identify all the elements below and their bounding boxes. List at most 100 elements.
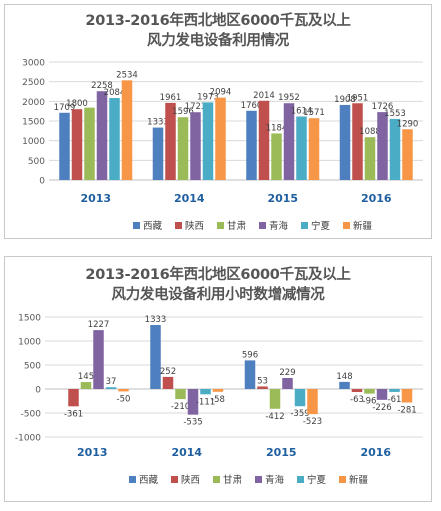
bar-2016-甘肃 [364,389,375,394]
bar-2013-青海 [93,330,104,389]
legend-swatch [259,222,266,229]
legend-swatch [133,222,140,229]
bar-2015-青海 [282,378,293,389]
data-label: -50 [117,394,131,404]
data-label: 596 [242,350,258,360]
bar-2015-宁夏 [296,116,307,180]
bar-2013-新疆 [118,389,129,392]
data-label: 1184 [266,123,288,133]
data-label: -96 [363,397,377,407]
y-tick-label: 0 [35,386,41,396]
bar-2014-陕西 [162,376,174,389]
data-label: 1908 [334,95,356,105]
data-label: 2534 [116,70,138,80]
data-label: 1760 [241,101,263,111]
y-tick-label: -1000 [15,434,41,444]
legend-swatch [301,222,308,229]
bar-2014-新疆 [215,97,226,180]
bar-2015-甘肃 [271,133,282,180]
chart-title-line1: 2013-2016年西北地区6000千瓦及以上 [85,267,351,283]
bar-2014-青海 [190,112,201,180]
data-label: -535 [183,418,202,428]
data-label: 1333 [145,315,167,325]
data-label: 1709 [54,103,76,113]
bar-2016-青海 [377,112,388,180]
bar-2014-西藏 [152,127,164,180]
bar-2013-青海 [96,91,108,180]
legend-swatch [217,222,224,229]
y-tick-label: 2500 [22,78,45,88]
y-tick-label: 1500 [18,314,41,324]
legend-label: 陕西 [181,474,200,486]
utilization-chart: 0 500 1000 1500 2000 2500 3000 1709180022582084… [22,59,423,232]
bar-2015-青海 [283,103,295,180]
data-label: 2014 [253,91,275,101]
y-tick-label: -500 [21,410,42,420]
bar-2016-宁夏 [389,389,400,392]
data-label: 1553 [384,109,406,119]
data-label: 1290 [397,119,419,129]
legend-swatch [343,222,350,229]
data-label: 145 [78,372,94,382]
x-category-label: 2016 [361,192,392,205]
bar-2013-陕西 [68,389,79,407]
bar-2016-宁夏 [389,118,401,180]
legend-swatch [175,222,182,229]
legend-swatch [171,476,178,483]
legend-label: 青海 [269,220,289,232]
y-tick-label: 3000 [22,59,45,69]
y-tick-label: 500 [24,362,41,372]
x-category-label: 2015 [267,192,298,205]
data-label: -281 [397,405,416,415]
chart-panel-utilization: 2013-2016年西北地区6000千瓦及以上 风力发电设备利用情况 0 500 1… [4,4,432,239]
x-category-label: 2013 [77,446,108,459]
bar-2016-西藏 [339,381,350,389]
y-tick-label: 0 [39,177,45,187]
data-label: 1596 [172,107,194,117]
data-label: -61 [388,395,402,405]
data-label: 1961 [160,93,182,103]
data-label: -58 [211,395,225,405]
data-label: 2258 [91,81,113,91]
legend-swatch [255,476,262,483]
x-category-label: 2014 [171,446,202,459]
data-label: -210 [171,402,190,412]
data-label: 1333 [147,118,169,128]
y-tick-label: 1500 [22,118,45,128]
legend-label: 甘肃 [227,220,246,232]
bar-2015-陕西 [257,386,268,389]
legend-swatch [129,476,136,483]
legend-swatch [339,476,346,483]
data-label: -361 [64,409,83,419]
bar-2013-宁夏 [109,98,120,180]
data-label: 252 [160,367,176,377]
chart-title-line1: 2013-2016年西北地区6000千瓦及以上 [85,13,351,29]
bar-2014-甘肃 [175,389,186,400]
bar-2013-西藏 [59,112,70,180]
chart-panel-change: 2013-2016年西北地区6000千瓦及以上 风力发电设备利用小时数增减情况 … [4,256,432,502]
bar-2015-宁夏 [294,389,306,407]
bar-2013-甘肃 [84,107,95,180]
legend-label: 西藏 [139,474,159,486]
x-category-label: 2014 [174,192,205,205]
x-category-label: 2016 [360,446,391,459]
legend-label: 陕西 [185,220,204,232]
data-label: -111 [196,397,215,407]
data-label: 229 [279,368,295,378]
chart-title-line2: 风力发电设备利用情况 [147,33,289,49]
bar-2015-新疆 [308,118,320,180]
y-tick-label: 500 [28,157,45,167]
data-label: 2084 [104,88,126,98]
legend-label: 新疆 [353,220,373,232]
bar-2015-西藏 [246,110,257,180]
bar-2015-新疆 [307,389,318,415]
chart-title-line2: 风力发电设备利用小时数增减情况 [111,287,325,303]
legend-label: 新疆 [349,474,369,486]
data-label: 1951 [347,93,369,103]
y-tick-label: 2000 [22,98,45,108]
bar-2014-西藏 [150,325,161,389]
data-label: 1973 [197,92,219,102]
data-label: 1571 [303,108,325,118]
bar-2016-甘肃 [364,137,376,180]
legend-label: 宁夏 [307,474,327,486]
